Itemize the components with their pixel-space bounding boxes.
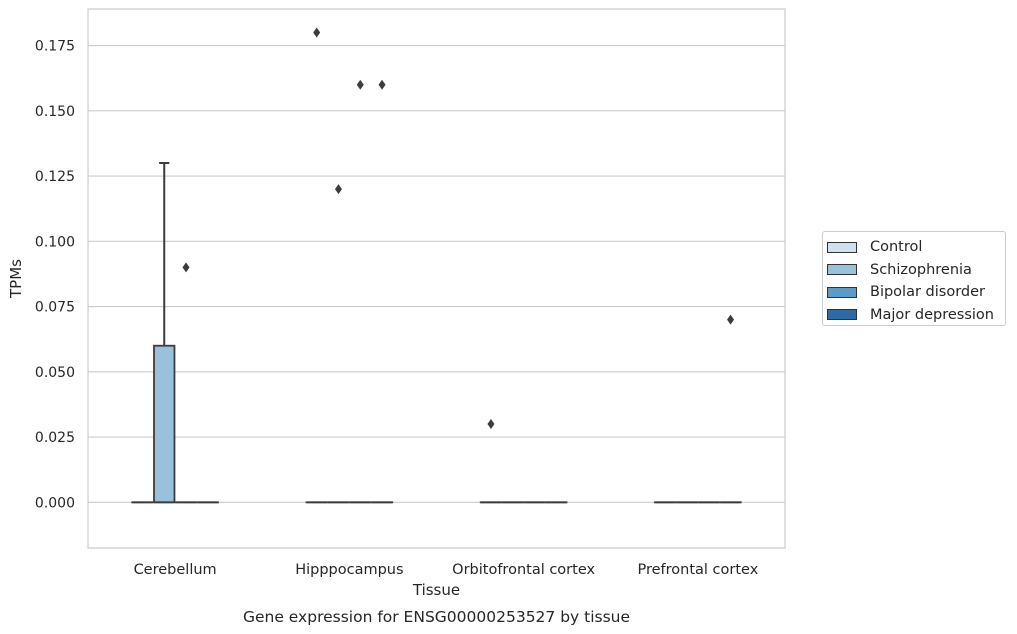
box-group xyxy=(305,27,328,504)
box-plots xyxy=(131,27,742,504)
legend-item-major-depression: Major depression xyxy=(827,304,1005,327)
box-group xyxy=(174,262,198,504)
y-tick-label: 0.125 xyxy=(35,169,75,185)
legend-swatch-bipolar-disorder xyxy=(827,286,857,298)
legend: Control Schizophrenia Bipolar disorder M… xyxy=(822,231,1006,326)
y-tick-label: 0.175 xyxy=(35,39,75,55)
outlier-point xyxy=(334,184,342,195)
legend-label-bipolar-disorder: Bipolar disorder xyxy=(870,284,985,301)
box-group xyxy=(349,79,372,504)
y-axis-label: TPMs xyxy=(7,259,25,299)
legend-item-bipolar-disorder: Bipolar disorder xyxy=(827,281,1005,304)
outlier-point xyxy=(487,419,495,430)
x-axis-label: Tissue xyxy=(412,581,460,599)
y-tick-label: 0.000 xyxy=(35,495,75,511)
box-group xyxy=(153,162,176,504)
box-iqr xyxy=(153,344,176,504)
outlier-point xyxy=(727,314,735,325)
legend-item-control: Control xyxy=(827,236,1005,259)
x-tick-label: Hipppocampus xyxy=(295,562,403,578)
outlier-point xyxy=(378,79,386,90)
y-tick-label: 0.100 xyxy=(35,234,75,250)
box-group xyxy=(370,79,394,504)
x-tick-label: Orbitofrontal cortex xyxy=(452,562,595,578)
y-tick-label: 0.025 xyxy=(35,430,75,446)
box-group xyxy=(327,184,350,504)
legend-swatch-control xyxy=(827,241,857,253)
legend-label-control: Control xyxy=(870,239,923,256)
box-group xyxy=(479,419,503,504)
grid-lines xyxy=(88,44,785,503)
outlier-point xyxy=(356,79,364,90)
legend-item-schizophrenia: Schizophrenia xyxy=(827,259,1005,282)
y-tick-label: 0.150 xyxy=(35,104,75,120)
chart-title: Gene expression for ENSG00000253527 by t… xyxy=(243,608,630,626)
x-tick-label: Prefrontal cortex xyxy=(637,562,758,578)
legend-label-schizophrenia: Schizophrenia xyxy=(870,261,972,278)
y-tick-label: 0.075 xyxy=(35,300,75,316)
legend-swatch-schizophrenia xyxy=(827,264,857,276)
outlier-point xyxy=(182,262,190,273)
axis-ticks: 0.000 0.025 0.050 0.075 0.100 0.125 0.150 0.175… xyxy=(35,39,759,578)
plot-frame xyxy=(87,8,786,549)
legend-label-major-depression: Major depression xyxy=(870,306,994,323)
y-tick-label: 0.050 xyxy=(35,365,75,381)
outlier-point xyxy=(313,27,321,38)
box-group xyxy=(719,314,742,504)
legend-swatch-major-depression xyxy=(827,309,857,321)
x-tick-label: Cerebellum xyxy=(134,562,217,578)
